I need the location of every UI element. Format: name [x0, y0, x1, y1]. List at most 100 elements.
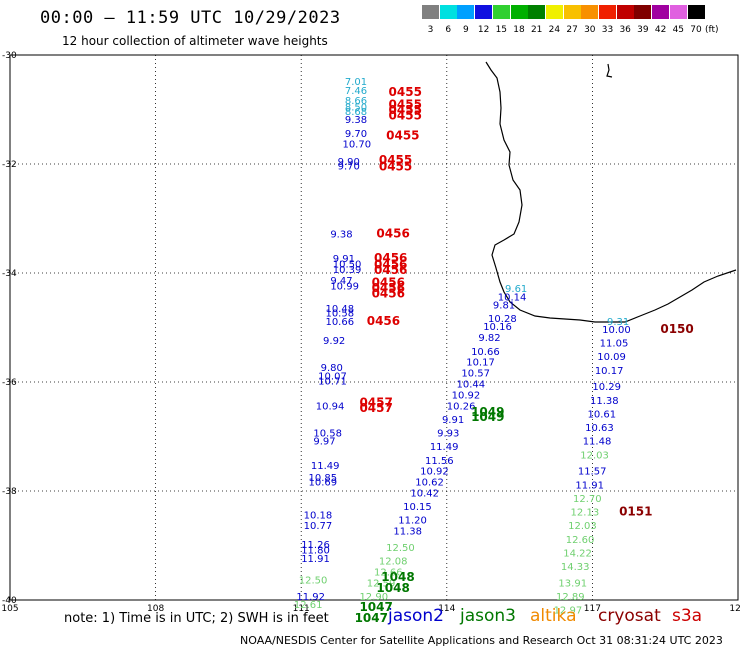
wave-height-reading: 10.71	[318, 377, 347, 388]
lat-tick-label: -34	[2, 269, 17, 279]
wave-height-reading: 11.91	[575, 480, 604, 491]
wave-height-reading: 13.91	[558, 578, 587, 589]
pass-time-label: 0455	[386, 128, 419, 142]
pass-time-label: 1048	[381, 570, 414, 584]
wave-height-reading: 9.81	[493, 300, 515, 311]
legend-swatch	[563, 5, 581, 19]
wave-height-reading: 9.31	[607, 317, 629, 328]
wave-height-reading: 9.70	[338, 161, 360, 172]
legend-swatch	[528, 5, 546, 19]
wave-height-reading: 10.39	[333, 265, 362, 276]
legend-bin-label: 27	[566, 25, 578, 35]
lat-lon-grid: 105 108 111 114 117 120 -30 -32 -34 -36 -38 -40	[1, 51, 740, 614]
wave-height-reading: 10.61	[588, 409, 617, 420]
wave-height-reading: 10.15	[403, 502, 432, 513]
pass-time-label: 0455	[389, 97, 422, 111]
legend-bin-label: 70	[690, 25, 702, 35]
wave-height-reading: 12.90	[359, 592, 388, 603]
pass-time-label: 0457	[359, 401, 392, 415]
legend-swatch	[492, 5, 510, 19]
legend-swatch	[669, 5, 687, 19]
wave-height-reading: 12.50	[386, 543, 415, 554]
wave-height-reading: 9.61	[505, 284, 527, 295]
wave-height-reading: 14.33	[561, 562, 590, 573]
wave-height-reading: 11.56	[425, 456, 454, 467]
wave-height-reading: 10.07	[318, 371, 347, 382]
wave-height-reading: 12.03	[580, 450, 609, 461]
australia-coastline	[485, 61, 737, 323]
wave-height-reading: 10.77	[304, 521, 333, 532]
legend-bin-label: 15	[495, 25, 508, 35]
wave-height-reading: 9.82	[478, 333, 500, 344]
wave-height-reading: 10.48	[325, 304, 354, 315]
wave-height-reading: 10.99	[330, 281, 359, 292]
wave-height-reading: 10.00	[602, 325, 631, 336]
wave-height-reading: 12.70	[573, 494, 602, 505]
wave-height-reading: 9.47	[330, 276, 352, 287]
wave-height-reading: 10.17	[595, 366, 624, 377]
wave-height-reading: 12.59	[367, 578, 396, 589]
wave-height-reading: 9.91	[442, 415, 464, 426]
wave-height-reading: 10.17	[466, 358, 495, 369]
pass-time-label: 0456	[374, 251, 407, 265]
lat-tick-label: -30	[2, 51, 17, 61]
wave-height-reading: 11.49	[430, 442, 459, 453]
wave-height-reading: 10.94	[316, 401, 345, 412]
wave-height-reading: 11.26	[301, 540, 330, 551]
legend-bin-label: 36	[619, 25, 631, 35]
wave-height-reading: 11.38	[393, 527, 422, 538]
wave-height-reading: 10.28	[488, 314, 517, 325]
wave-height-reading: 11.05	[600, 339, 629, 350]
wave-height-reading: 12.97	[554, 606, 583, 617]
wave-height-reading: 9.70	[345, 129, 367, 140]
legend-bin-label: 33	[601, 25, 614, 35]
wave-height-reading: 9.93	[437, 429, 459, 440]
wave-height-reading: 10.44	[457, 379, 486, 390]
wave-height-reading: 11.49	[311, 461, 340, 472]
map-frame	[9, 54, 739, 601]
wave-height-reading: 12.03	[568, 521, 597, 532]
legend-swatch	[581, 5, 599, 19]
island-coastline	[606, 63, 613, 78]
legend-bin-label: 12	[477, 25, 490, 35]
legend-swatch	[510, 5, 528, 19]
wave-height-reading: 8.66	[345, 96, 367, 107]
wave-height-reading: 9.80	[321, 363, 343, 374]
wave-height-reading: 12.50	[299, 576, 328, 587]
wave-height-reading: 7.46	[345, 86, 367, 97]
lat-tick-label: -32	[2, 160, 17, 170]
wave-height-reading: 11.48	[583, 437, 612, 448]
legend-bin-label: 18	[513, 25, 525, 35]
legend-bin-label: 24	[548, 25, 561, 35]
wave-height-reading: 10.69	[308, 478, 337, 489]
wave-height-reading: 9.97	[313, 437, 335, 448]
wave-height-reading: 10.63	[585, 423, 614, 434]
legend-swatch	[634, 5, 652, 19]
lon-tick-label: 108	[147, 604, 164, 614]
legend-jason2: jason2	[388, 606, 444, 626]
wave-height-reading: 11.57	[578, 467, 607, 478]
pass-time-label: 0456	[367, 314, 400, 328]
pass-time-label: 0456	[374, 263, 407, 277]
pass-time-label: 0151	[619, 505, 652, 519]
lon-tick-label: 117	[584, 604, 601, 614]
legend-bin-label: 42	[654, 25, 667, 35]
pass-time-label: 0456	[372, 281, 405, 295]
wave-height-reading: 12.89	[556, 592, 585, 603]
lat-tick-label: -36	[2, 378, 17, 388]
pass-time-label: 1049	[471, 405, 504, 419]
wave-height-reading: 11.38	[590, 396, 619, 407]
legend-bin-label: 21	[530, 25, 543, 35]
wave-height-reading: 8.50	[345, 103, 367, 114]
lon-tick-label: 114	[438, 604, 455, 614]
wave-height-reading: 9.90	[338, 157, 360, 168]
wave-height-reading: 9.38	[345, 115, 367, 126]
wave-height-reading: 10.62	[415, 478, 444, 489]
legend-swatch	[457, 5, 475, 19]
wave-height-reading: 10.14	[498, 292, 527, 303]
legend-bin-label: 30	[584, 25, 596, 35]
legend-swatch	[616, 5, 634, 19]
legend-bin-label: 6	[445, 25, 452, 35]
wave-height-reading: 11.80	[301, 546, 330, 557]
